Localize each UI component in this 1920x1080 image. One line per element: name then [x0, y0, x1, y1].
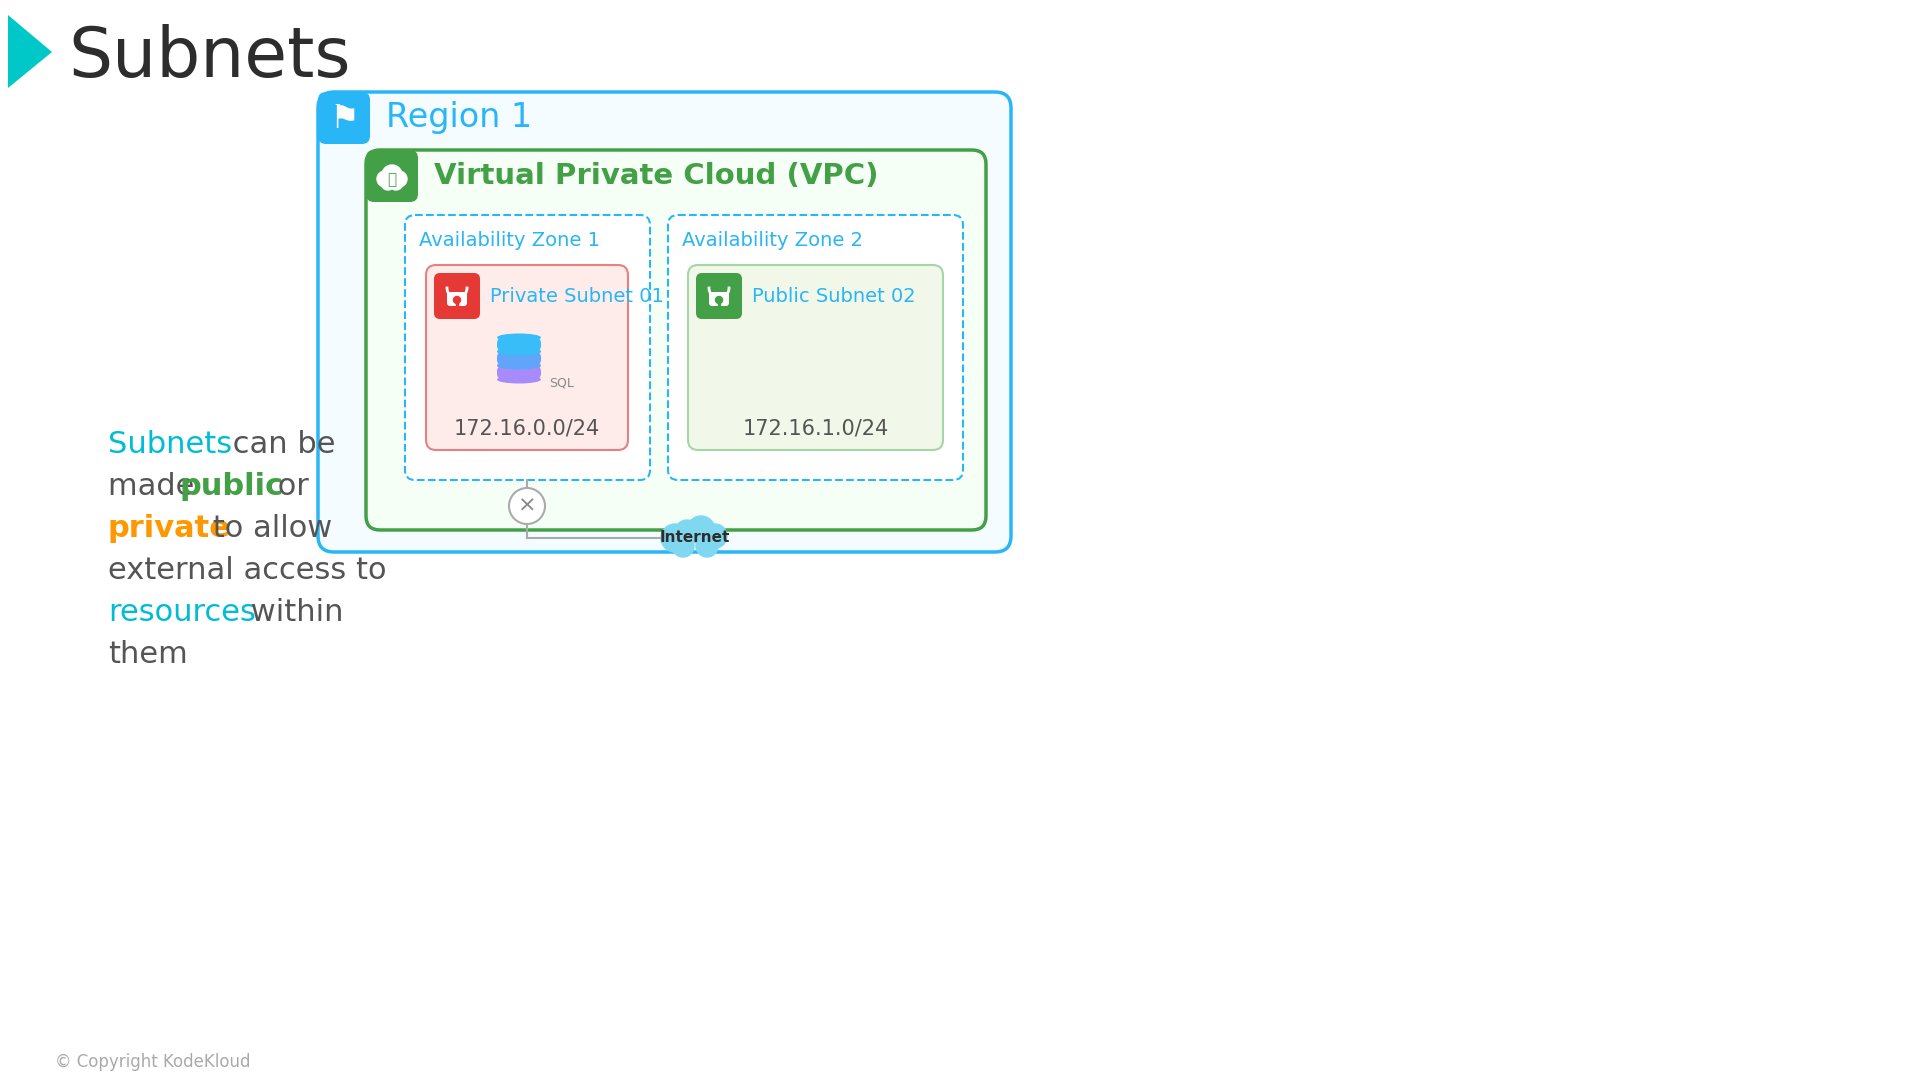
FancyBboxPatch shape [668, 215, 964, 480]
Ellipse shape [497, 362, 541, 369]
FancyBboxPatch shape [434, 273, 480, 319]
Text: made: made [108, 472, 204, 501]
Circle shape [380, 176, 396, 190]
Circle shape [382, 165, 401, 185]
Ellipse shape [497, 376, 541, 383]
Polygon shape [8, 15, 52, 87]
Text: Availability Zone 2: Availability Zone 2 [682, 231, 862, 251]
Text: or: or [269, 472, 309, 501]
Text: resources: resources [108, 598, 255, 627]
Text: Region 1: Region 1 [386, 102, 532, 135]
Circle shape [687, 516, 714, 544]
Circle shape [660, 524, 689, 552]
FancyBboxPatch shape [426, 265, 628, 450]
Ellipse shape [497, 348, 541, 355]
FancyBboxPatch shape [367, 150, 419, 202]
Text: Subnets: Subnets [67, 25, 351, 92]
Text: Private Subnet 01: Private Subnet 01 [490, 286, 664, 306]
Circle shape [716, 297, 722, 303]
Ellipse shape [497, 362, 541, 369]
Text: Public Subnet 02: Public Subnet 02 [753, 286, 916, 306]
Text: Internet: Internet [660, 529, 730, 544]
Circle shape [676, 519, 699, 544]
Ellipse shape [497, 334, 541, 341]
FancyBboxPatch shape [497, 365, 541, 379]
Text: public: public [180, 472, 284, 501]
Circle shape [376, 171, 394, 187]
Circle shape [703, 524, 728, 548]
Text: to allow: to allow [204, 514, 332, 543]
Text: 172.16.0.0/24: 172.16.0.0/24 [453, 418, 601, 438]
Text: 🔒: 🔒 [388, 173, 397, 188]
FancyBboxPatch shape [708, 292, 730, 306]
FancyBboxPatch shape [405, 215, 651, 480]
Circle shape [672, 535, 693, 557]
Text: Availability Zone 1: Availability Zone 1 [419, 231, 599, 251]
FancyBboxPatch shape [687, 265, 943, 450]
Circle shape [390, 176, 403, 190]
FancyBboxPatch shape [497, 337, 541, 351]
FancyBboxPatch shape [447, 292, 467, 306]
Circle shape [695, 535, 718, 557]
Text: within: within [242, 598, 344, 627]
FancyBboxPatch shape [497, 351, 541, 365]
Text: ⚑: ⚑ [328, 102, 359, 135]
Ellipse shape [497, 348, 541, 355]
FancyBboxPatch shape [695, 273, 741, 319]
FancyBboxPatch shape [319, 92, 1012, 552]
Circle shape [509, 488, 545, 524]
Text: SQL: SQL [549, 376, 574, 389]
FancyBboxPatch shape [367, 150, 987, 530]
Text: can be: can be [223, 430, 336, 459]
Text: Subnets: Subnets [108, 430, 232, 459]
Text: 172.16.1.0/24: 172.16.1.0/24 [743, 418, 889, 438]
FancyBboxPatch shape [319, 92, 371, 144]
Text: them: them [108, 640, 188, 669]
Text: Virtual Private Cloud (VPC): Virtual Private Cloud (VPC) [434, 162, 879, 190]
Text: ×: × [518, 496, 536, 516]
Text: private: private [108, 514, 230, 543]
Text: external access to: external access to [108, 556, 386, 585]
Circle shape [392, 171, 407, 187]
Text: © Copyright KodeKloud: © Copyright KodeKloud [56, 1053, 250, 1071]
Circle shape [453, 297, 461, 303]
